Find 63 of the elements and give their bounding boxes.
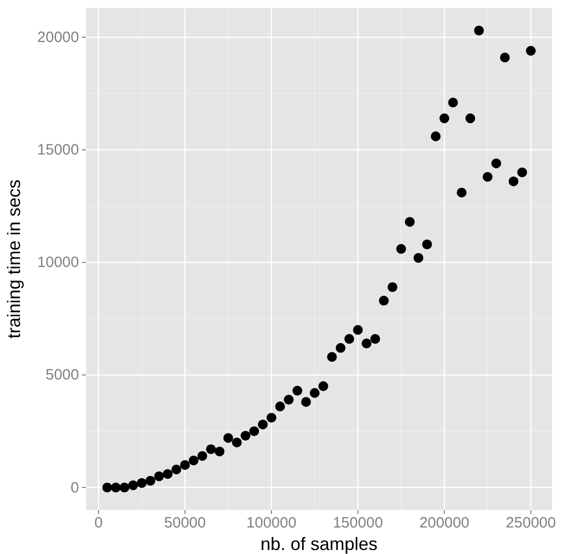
point	[171, 464, 182, 474]
x-tick-label: 50000	[164, 514, 206, 532]
point	[110, 482, 121, 492]
y-tick-label: 20000	[37, 29, 79, 46]
point	[232, 438, 242, 448]
point	[120, 482, 130, 492]
point	[456, 188, 467, 198]
point	[240, 430, 250, 441]
point	[448, 98, 458, 108]
point	[258, 420, 268, 430]
point	[301, 397, 311, 407]
point	[154, 471, 164, 482]
y-tick-label: 10000	[37, 254, 79, 272]
point	[508, 176, 518, 186]
point	[388, 282, 398, 292]
point	[180, 460, 190, 470]
point	[430, 131, 441, 142]
point	[292, 386, 302, 396]
point	[206, 444, 216, 454]
y-tick-label: 0	[70, 479, 79, 496]
point	[128, 480, 138, 490]
point	[414, 253, 424, 263]
point	[491, 158, 502, 168]
point	[500, 52, 510, 62]
y-tick-label: 15000	[37, 142, 79, 159]
point	[162, 469, 173, 479]
y-axis-title: training time in secs	[4, 179, 24, 339]
point	[275, 402, 285, 412]
point	[526, 46, 536, 56]
point	[517, 167, 528, 178]
x-tick-label: 100000	[246, 514, 296, 532]
point	[188, 456, 199, 466]
point	[362, 338, 372, 348]
point	[318, 381, 328, 392]
point	[310, 388, 320, 398]
point	[102, 482, 112, 492]
point	[223, 433, 234, 443]
point	[353, 325, 363, 335]
point	[249, 426, 260, 436]
x-tick-label: 150000	[332, 514, 383, 532]
point	[327, 352, 337, 362]
x-tick-label: 200000	[419, 514, 470, 532]
point	[266, 412, 276, 423]
x-tick-label: 0	[94, 514, 103, 532]
point	[197, 451, 208, 461]
x-tick-label: 250000	[506, 514, 556, 532]
point	[465, 113, 476, 124]
point	[474, 26, 484, 36]
point	[404, 216, 415, 227]
point	[146, 476, 156, 486]
point	[378, 296, 389, 306]
point	[422, 239, 432, 250]
point	[336, 343, 346, 353]
point	[136, 478, 147, 488]
point	[439, 113, 450, 124]
point	[214, 446, 224, 456]
point	[370, 334, 380, 344]
point	[284, 394, 294, 405]
point	[396, 244, 406, 254]
x-axis-title: nb. of samples	[260, 534, 378, 554]
y-tick-label: 5000	[46, 366, 79, 384]
point	[344, 334, 354, 344]
point	[482, 172, 492, 182]
